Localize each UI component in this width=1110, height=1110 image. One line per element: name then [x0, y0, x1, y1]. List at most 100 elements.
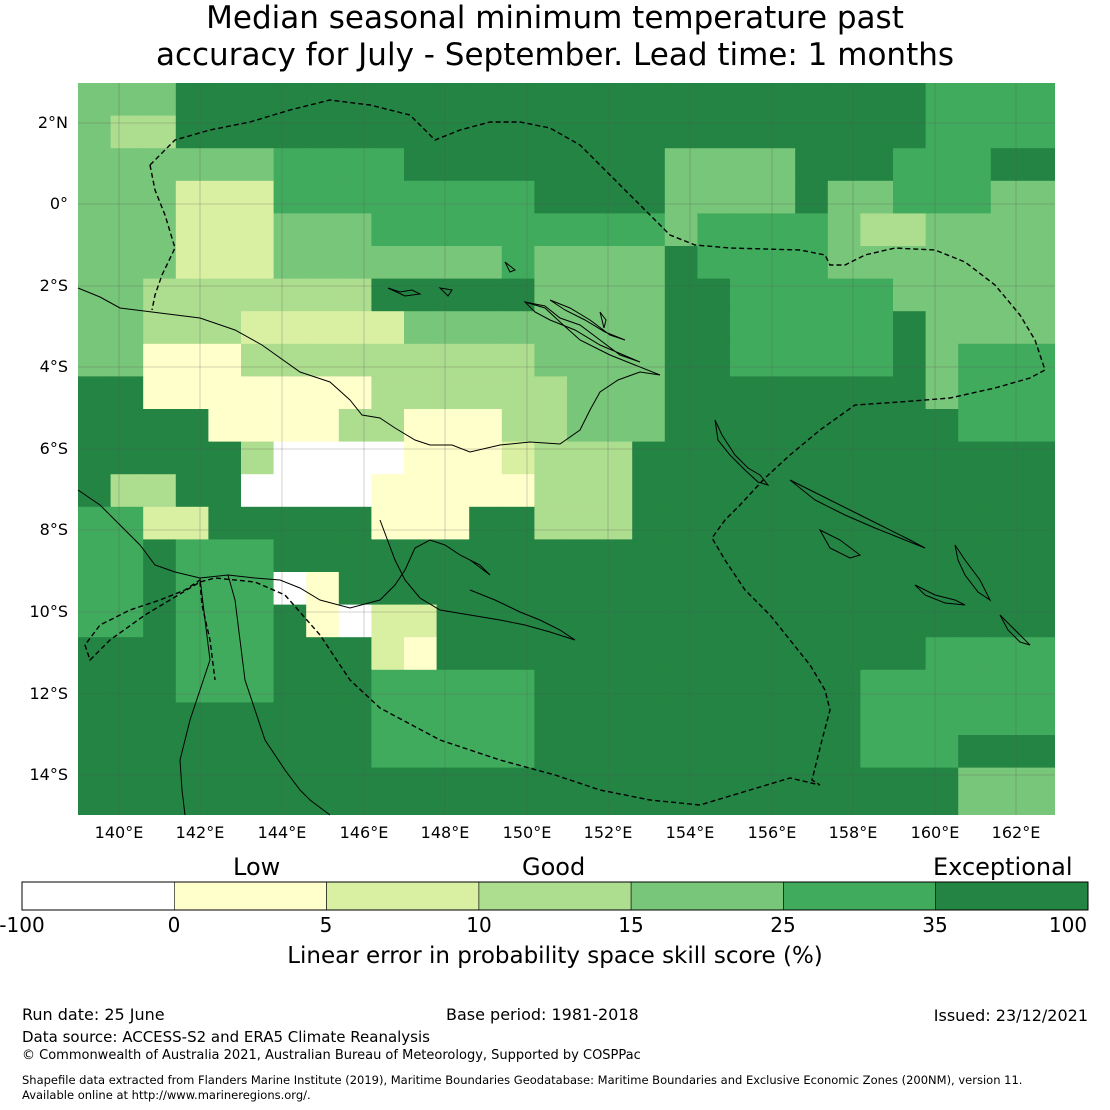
grid-cell	[110, 474, 144, 508]
grid-cell	[371, 311, 405, 345]
grid-cell	[762, 115, 796, 149]
grid-cell	[893, 278, 927, 312]
grid-cell	[827, 115, 861, 149]
coastline	[77, 261, 1031, 816]
grid-cell	[664, 506, 698, 540]
grid-cell	[860, 539, 894, 573]
grid-cell	[338, 213, 372, 247]
grid-cell	[306, 735, 340, 769]
grid-cell	[436, 376, 470, 410]
grid-cell	[436, 180, 470, 214]
grid-cell	[306, 539, 340, 573]
grid-cell	[175, 148, 209, 182]
grid-cell	[110, 572, 144, 606]
grid-cell	[534, 474, 568, 508]
grid-cell	[404, 148, 438, 182]
grid-cell	[990, 474, 1024, 508]
grid-cell	[860, 83, 894, 117]
grid-cell	[78, 148, 112, 182]
grid-cell	[534, 800, 568, 815]
grid-cell	[371, 506, 405, 540]
grid-cell	[762, 572, 796, 606]
grid-cell	[143, 213, 177, 247]
grid-cell	[990, 180, 1024, 214]
grid-cell	[567, 409, 601, 443]
grid-cell	[860, 115, 894, 149]
grid-cell	[241, 669, 275, 703]
grid-cell	[404, 441, 438, 475]
grid-cell	[241, 180, 275, 214]
grid-cell	[273, 213, 307, 247]
lon-label: 150°E	[502, 823, 552, 842]
grid-cell	[730, 115, 764, 149]
grid-cell	[958, 343, 992, 377]
grid-cell	[241, 278, 275, 312]
grid-cell	[208, 343, 242, 377]
grid-cell	[338, 180, 372, 214]
grid-cell	[371, 83, 405, 117]
grid-cell	[436, 278, 470, 312]
grid-cell	[599, 148, 633, 182]
grid-cell	[730, 376, 764, 410]
lat-label: 14°S	[29, 765, 68, 784]
grid-cell	[110, 409, 144, 443]
grid-cell	[241, 83, 275, 117]
grid-cell	[436, 637, 470, 671]
grid-cell	[241, 441, 275, 475]
grid-cell	[795, 343, 829, 377]
grid-cell	[860, 669, 894, 703]
grid-cell	[730, 506, 764, 540]
grid-cell	[925, 213, 959, 247]
grid-cell	[175, 735, 209, 769]
grid-cell	[241, 409, 275, 443]
grid-cell	[436, 702, 470, 736]
grid-cell	[306, 343, 340, 377]
grid-cell	[501, 637, 535, 671]
grid-cell	[958, 669, 992, 703]
colorbar-tick: 15	[618, 913, 644, 937]
grid-cell	[730, 311, 764, 345]
grid-cell	[110, 311, 144, 345]
grid-cell	[306, 180, 340, 214]
grid-cell	[860, 441, 894, 475]
grid-cell	[371, 343, 405, 377]
grid-cell	[827, 702, 861, 736]
grid-cell	[990, 83, 1024, 117]
lat-label: 2°S	[39, 276, 68, 295]
grid-cell	[338, 474, 372, 508]
grid-cell	[469, 115, 503, 149]
grid-cell	[273, 376, 307, 410]
png-southeast-coast	[379, 519, 576, 641]
grid-cell	[534, 213, 568, 247]
grid-cell	[567, 148, 601, 182]
grid-cell	[273, 441, 307, 475]
eez-png-north	[84, 99, 1046, 806]
grid-cell	[730, 539, 764, 573]
grid-cell	[925, 604, 959, 638]
lon-label: 152°E	[583, 823, 633, 842]
bougainville	[714, 419, 770, 486]
grid-cell	[501, 343, 535, 377]
eez-boundaries	[84, 99, 1046, 806]
grid-cell	[664, 343, 698, 377]
grid-cell	[306, 767, 340, 801]
grid-cell	[567, 702, 601, 736]
grid-cell	[143, 115, 177, 149]
grid-cell	[925, 246, 959, 280]
grid-cell	[632, 572, 666, 606]
grid-cell	[78, 767, 112, 801]
grid-cell	[795, 767, 829, 801]
grid-cell	[273, 278, 307, 312]
grid-cell	[730, 246, 764, 280]
grid-cell	[762, 506, 796, 540]
grid-cell	[632, 409, 666, 443]
grid-cell	[534, 409, 568, 443]
grid-cell	[338, 148, 372, 182]
grid-cell	[860, 474, 894, 508]
grid-cell	[664, 376, 698, 410]
solomon-islands-b	[818, 528, 862, 559]
grid-cell	[175, 506, 209, 540]
grid-cell	[306, 83, 340, 117]
grid-cell	[990, 115, 1024, 149]
